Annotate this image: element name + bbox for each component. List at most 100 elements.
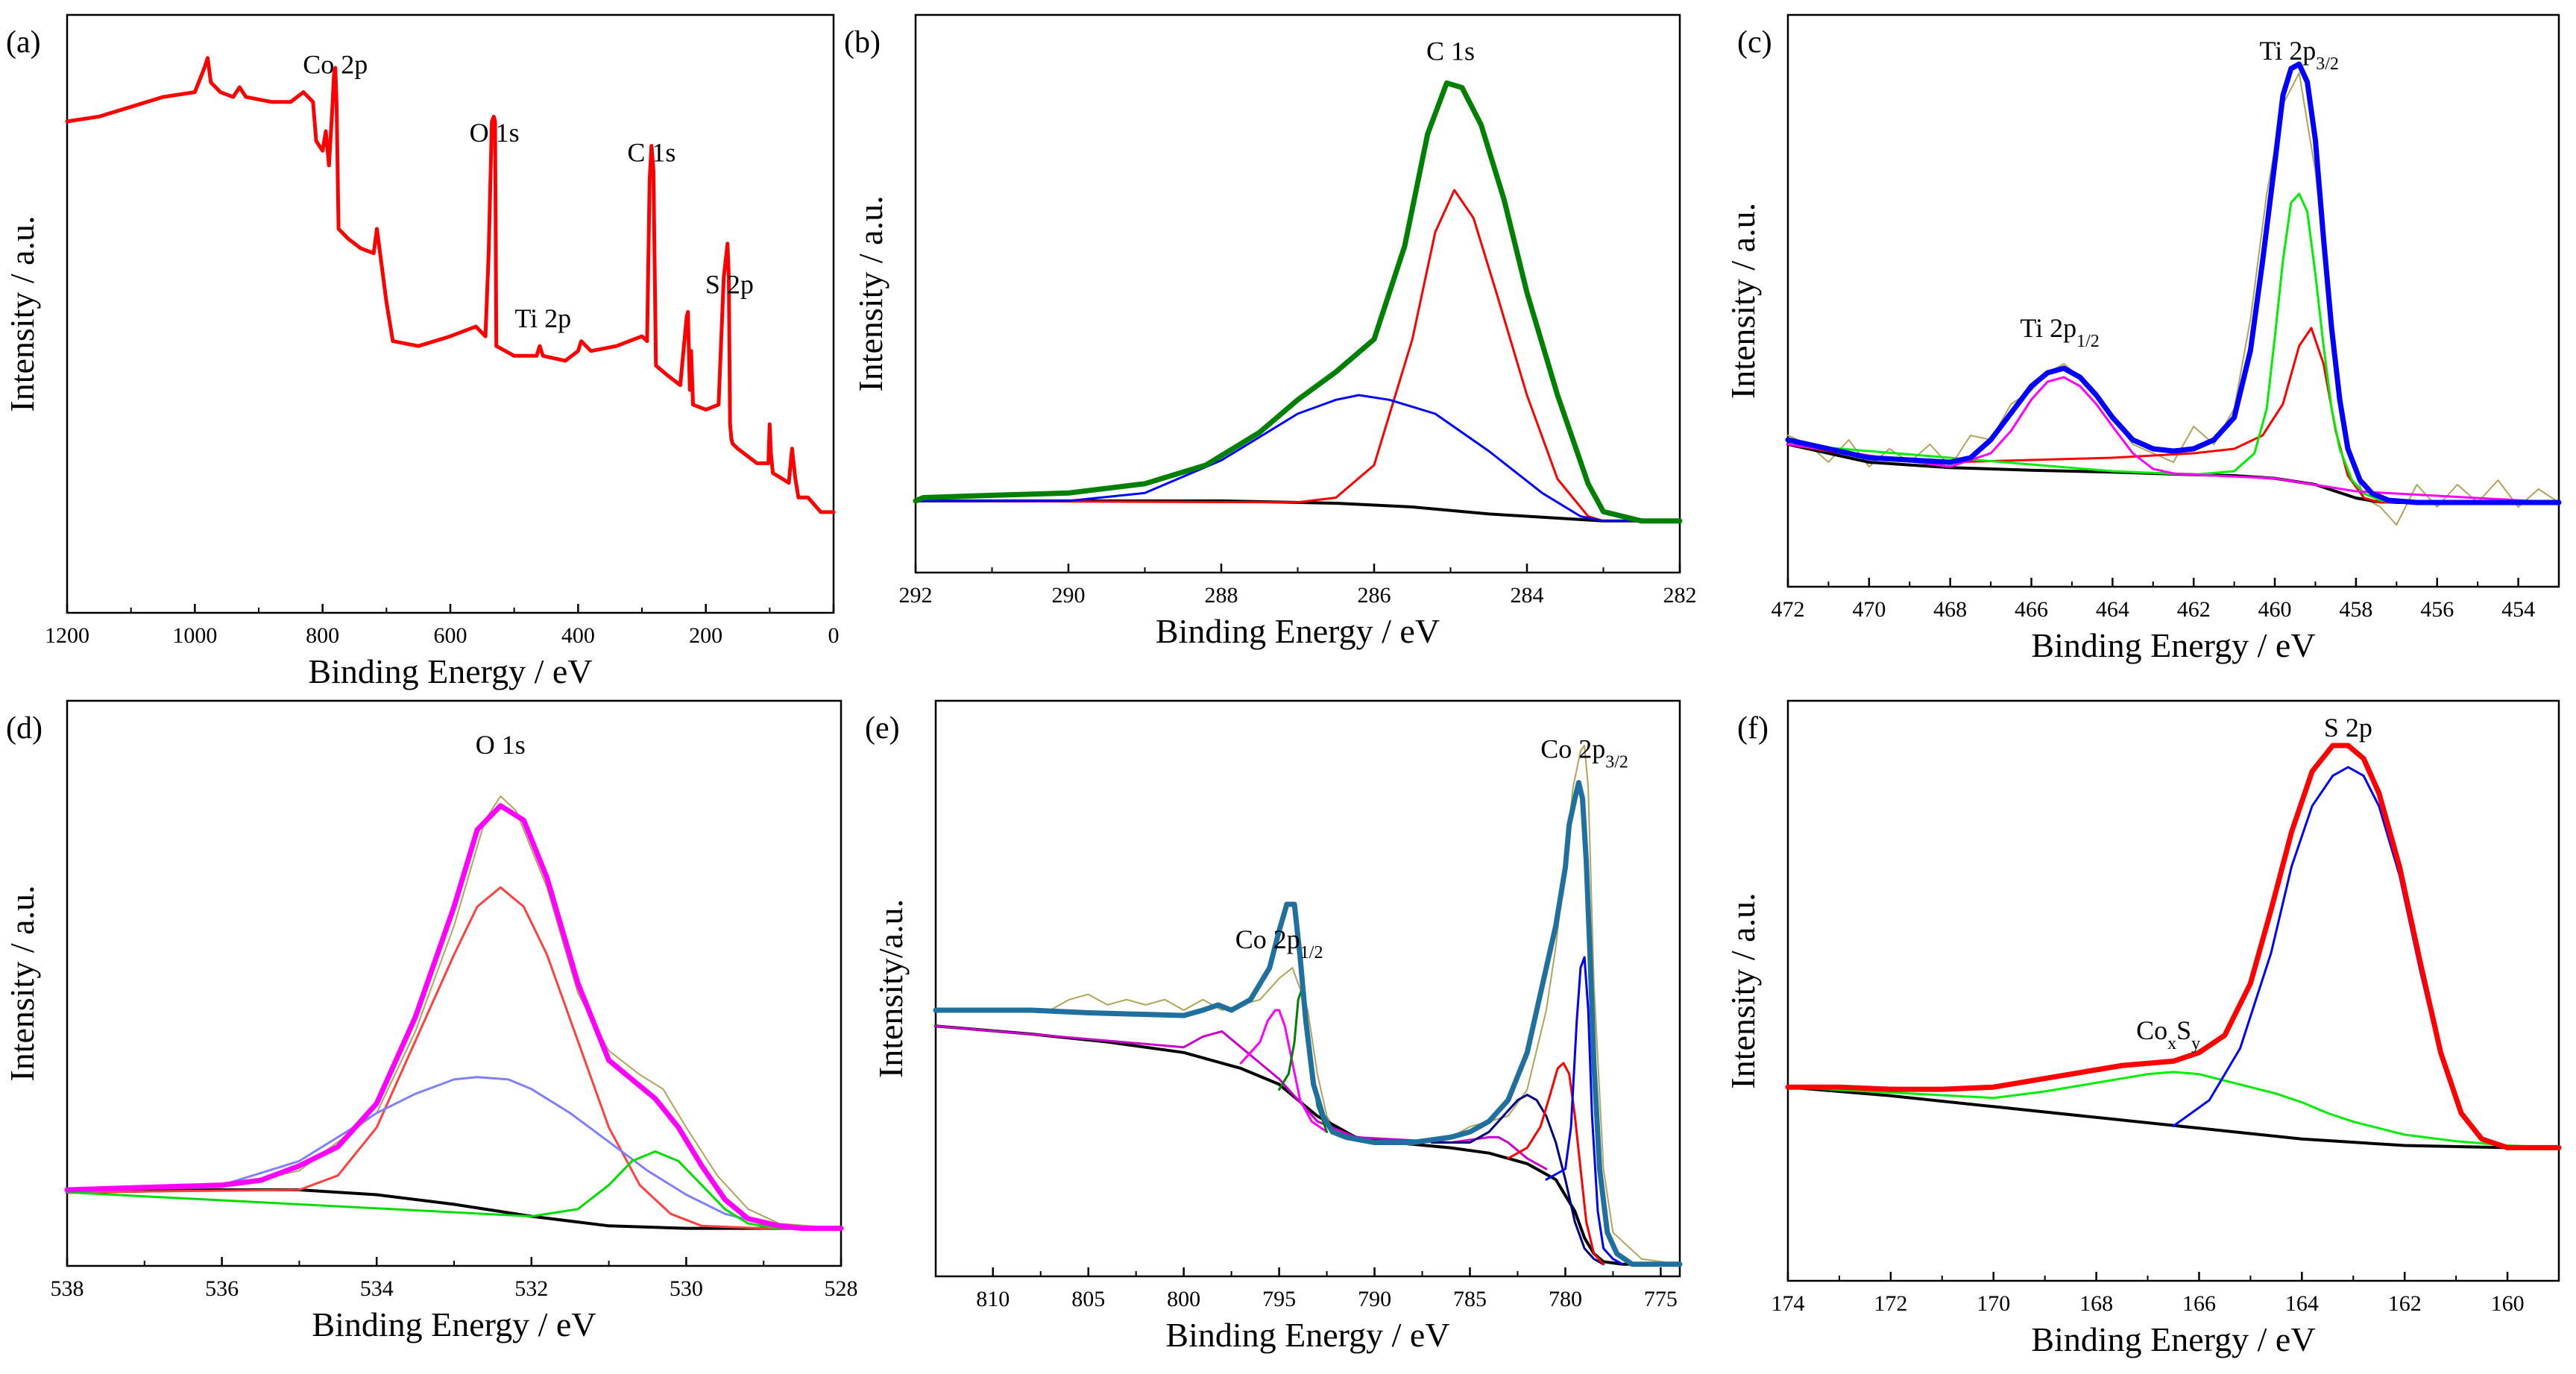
x-tick-label: 164: [2285, 1291, 2319, 1316]
x-tick-label: 600: [434, 623, 467, 648]
y-axis-label: Intensity / a.u.: [3, 885, 41, 1081]
peak-annotation: CoxSy: [2136, 1015, 2200, 1053]
x-tick-label: 170: [1977, 1291, 2010, 1316]
plot-frame: [66, 13, 835, 614]
x-tick-label: 464: [2096, 597, 2129, 622]
y-axis-label: Intensity / a.u.: [1724, 203, 1762, 399]
x-tick-label: 462: [2177, 597, 2211, 622]
y-axis-label: Intensity / a.u.: [3, 215, 41, 412]
plot-frame: [66, 699, 843, 1267]
panel-b: 292 290 288 286 284 282 Binding Energy / eV Int…: [844, 13, 1697, 650]
series-component-magenta: [1786, 376, 2560, 504]
x-axis-label: Binding Energy / eV: [312, 1305, 596, 1343]
peak-annotation: C 1s: [1426, 37, 1475, 66]
x-tick-label: 528: [825, 1276, 858, 1301]
x-tick-label: 470: [1852, 597, 1886, 622]
panel-d: 538 536 534 532 530 528 Binding Energy / eV Int…: [3, 699, 858, 1343]
x-tick-label: 532: [514, 1276, 548, 1301]
x-axis-label: Binding Energy / eV: [308, 652, 592, 690]
panel-label: (f): [1737, 711, 1769, 746]
series-component-red: [1507, 1062, 1605, 1266]
x-tick-label: 282: [1663, 583, 1697, 608]
x-tick-label: 1200: [45, 623, 89, 648]
peak-annotation: Co 2p1/2: [1235, 924, 1323, 962]
series-component-red: [66, 886, 843, 1230]
x-tick-label: 456: [2420, 597, 2454, 622]
series-component-red: [1786, 327, 2560, 504]
peak-annotation: Ti 2p: [514, 303, 571, 333]
peak-annotation: Ti 2p1/2: [2020, 313, 2099, 351]
x-tick-label: 0: [828, 623, 840, 648]
y-axis-label: Intensity/a.u.: [872, 899, 910, 1078]
panel-label: (a): [6, 25, 41, 60]
panel-label: (b): [844, 25, 881, 60]
x-tick-label: 780: [1549, 1287, 1582, 1311]
x-tick-label: 454: [2501, 597, 2535, 622]
x-tick-label: 472: [1772, 597, 1805, 622]
series-raw: [66, 795, 842, 1229]
panel-c: 472 470 468 466 464 462 460 458 456 454 Binding En…: [1724, 13, 2562, 664]
plot-frame: [934, 699, 1681, 1278]
x-axis-label: Binding Energy / eV: [2031, 1320, 2315, 1358]
x-tick-label: 458: [2339, 597, 2372, 622]
series-C1s-component-1: [914, 189, 1681, 523]
x-tick-label: 1000: [172, 623, 217, 648]
x-tick-label: 775: [1644, 1287, 1678, 1311]
x-tick-label: 810: [976, 1287, 1010, 1311]
x-tick-label: 530: [670, 1276, 703, 1301]
peak-annotation: O 1s: [476, 730, 526, 760]
x-tick-label: 162: [2388, 1291, 2422, 1316]
x-tick-label: 538: [51, 1276, 84, 1301]
x-tick-label: 168: [2079, 1291, 2113, 1316]
plot-frame: [1786, 699, 2560, 1282]
series-component-blue: [1545, 956, 1624, 1266]
series-component-blue: [2172, 766, 2560, 1149]
x-tick-label: 805: [1071, 1287, 1105, 1311]
series-background: [1786, 1085, 2560, 1150]
x-tick-label: 292: [899, 583, 933, 608]
x-tick-label: 290: [1052, 583, 1086, 608]
x-axis-label: Binding Energy / eV: [1156, 612, 1440, 650]
x-tick-label: 286: [1358, 583, 1391, 608]
x-tick-label: 795: [1262, 1287, 1296, 1311]
peak-annotation: Ti 2p3/2: [2260, 36, 2339, 74]
series-envelope: [1785, 61, 2562, 505]
panel-label: (d): [6, 711, 42, 746]
x-tick-label: 800: [306, 623, 339, 648]
panel-label: (c): [1737, 25, 1772, 60]
x-tick-label: 790: [1358, 1287, 1391, 1311]
panel-f: 174 172 170 168 166 164 162 160 Binding Energy /…: [1724, 699, 2562, 1358]
y-axis-label: Intensity / a.u.: [1724, 892, 1762, 1088]
peak-annotation: Co 2p3/2: [1540, 734, 1628, 772]
series-component-magenta-1: [934, 1024, 1548, 1170]
series-component-green: [66, 1150, 843, 1230]
series-envelope: [1785, 743, 2562, 1150]
panel-a: 1200 1000 800 600 400 200 0 Binding Energy / eV…: [3, 13, 840, 690]
x-tick-label: 160: [2491, 1291, 2525, 1316]
series-survey: [65, 56, 836, 514]
peak-annotation: S 2p: [2324, 713, 2372, 743]
x-tick-label: 200: [689, 623, 722, 648]
panel-e: 810 805 800 795 790 785 780 775 Binding Energy /…: [865, 699, 1683, 1354]
x-tick-label: 288: [1205, 583, 1238, 608]
x-tick-label: 460: [2258, 597, 2292, 622]
series-component-blue: [66, 1076, 843, 1230]
x-axis-label: Binding Energy / eV: [1165, 1316, 1449, 1354]
x-tick-label: 172: [1874, 1291, 1907, 1316]
series-envelope: [933, 780, 1683, 1267]
x-tick-label: 400: [561, 623, 595, 648]
peak-annotation: S 2p: [705, 269, 754, 299]
series-envelope: [64, 803, 844, 1232]
x-tick-label: 800: [1167, 1287, 1200, 1311]
series-background: [914, 499, 1681, 523]
x-axis-label: Binding Energy / eV: [2031, 626, 2315, 664]
series-component-navy: [1430, 1094, 1605, 1266]
panel-label: (e): [865, 711, 900, 746]
x-tick-label: 468: [1933, 597, 1967, 622]
x-tick-label: 284: [1511, 583, 1544, 608]
x-tick-label: 536: [205, 1276, 239, 1301]
series-raw: [1787, 72, 2560, 526]
y-axis-label: Intensity / a.u.: [851, 195, 889, 391]
series-component-magenta-2: [1239, 1009, 1329, 1133]
